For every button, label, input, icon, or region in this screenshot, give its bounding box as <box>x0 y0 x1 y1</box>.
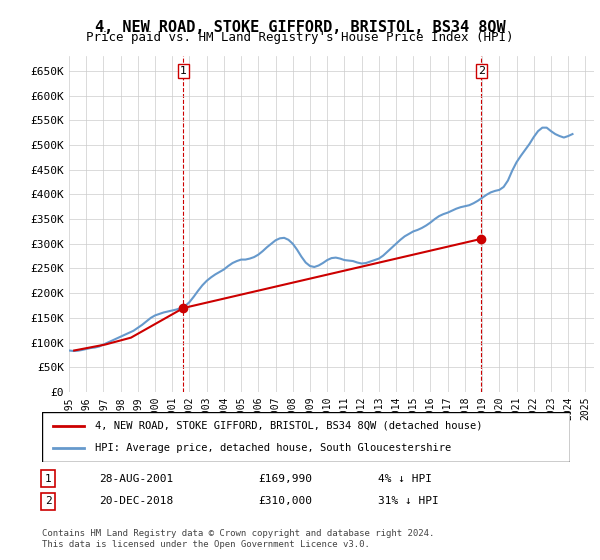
Text: 1: 1 <box>44 474 52 484</box>
Text: 2: 2 <box>478 66 485 76</box>
Text: 4% ↓ HPI: 4% ↓ HPI <box>378 474 432 484</box>
Text: Price paid vs. HM Land Registry's House Price Index (HPI): Price paid vs. HM Land Registry's House … <box>86 31 514 44</box>
Text: HPI: Average price, detached house, South Gloucestershire: HPI: Average price, detached house, Sout… <box>95 443 451 453</box>
Text: £310,000: £310,000 <box>258 496 312 506</box>
Text: 31% ↓ HPI: 31% ↓ HPI <box>378 496 439 506</box>
Text: 4, NEW ROAD, STOKE GIFFORD, BRISTOL, BS34 8QW (detached house): 4, NEW ROAD, STOKE GIFFORD, BRISTOL, BS3… <box>95 421 482 431</box>
FancyBboxPatch shape <box>42 412 570 462</box>
Text: 28-AUG-2001: 28-AUG-2001 <box>99 474 173 484</box>
Text: Contains HM Land Registry data © Crown copyright and database right 2024.
This d: Contains HM Land Registry data © Crown c… <box>42 529 434 549</box>
Text: 20-DEC-2018: 20-DEC-2018 <box>99 496 173 506</box>
Text: 1: 1 <box>180 66 187 76</box>
Text: £169,990: £169,990 <box>258 474 312 484</box>
Text: 4, NEW ROAD, STOKE GIFFORD, BRISTOL, BS34 8QW: 4, NEW ROAD, STOKE GIFFORD, BRISTOL, BS3… <box>95 20 505 35</box>
Text: 2: 2 <box>44 496 52 506</box>
